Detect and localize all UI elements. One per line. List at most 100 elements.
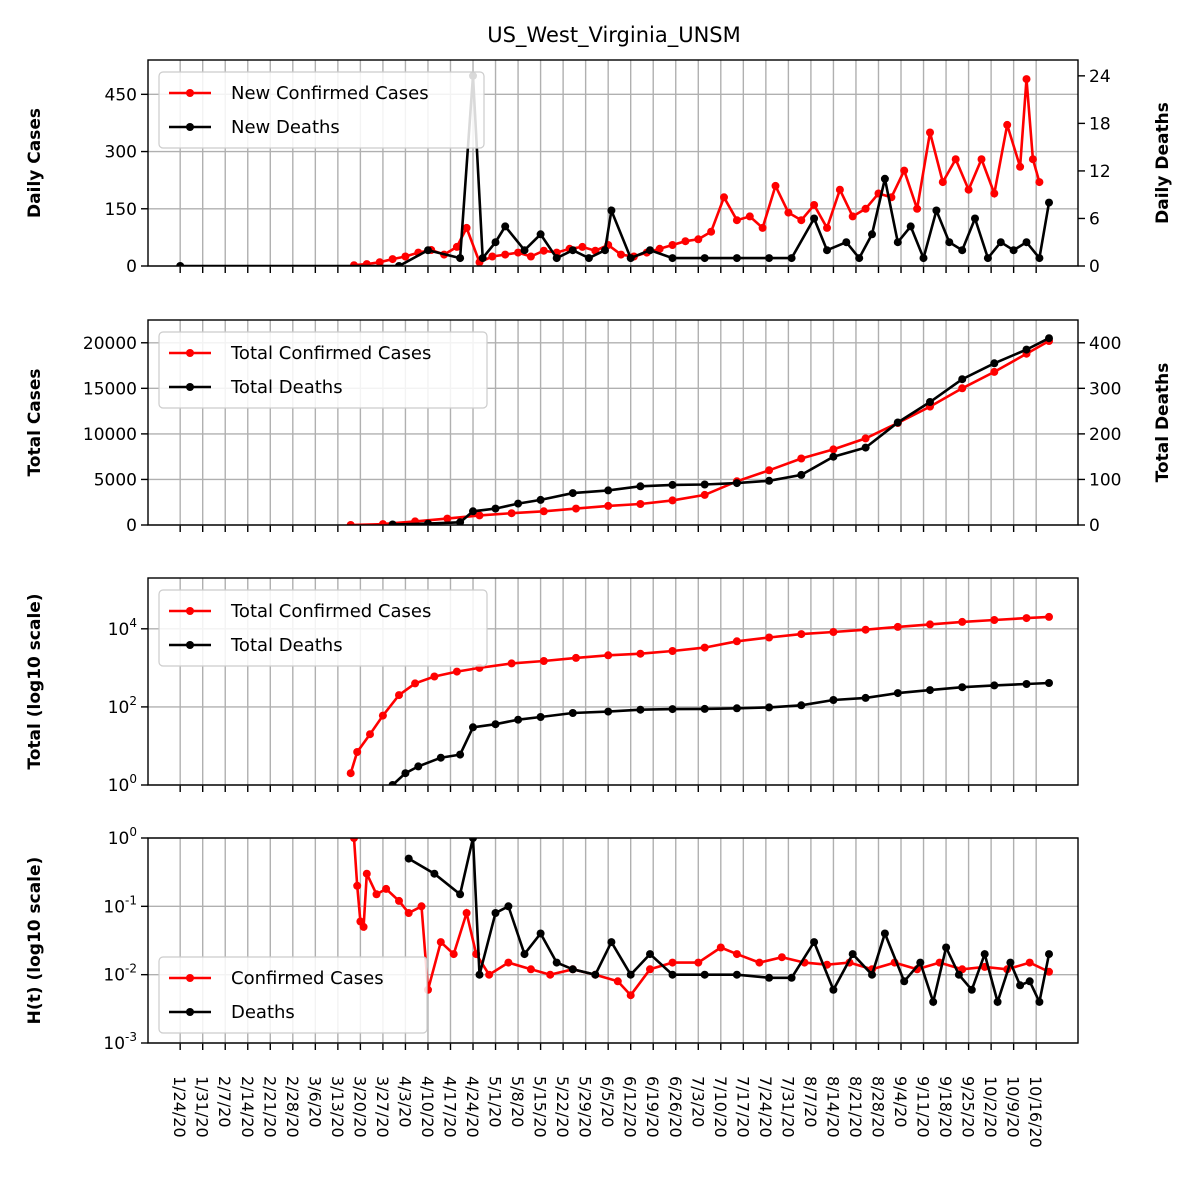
series-point — [668, 705, 677, 714]
series-point — [430, 869, 439, 878]
series-point — [526, 965, 535, 974]
y-axis-label: Total Cases — [25, 368, 45, 476]
series-line-2 — [408, 838, 1051, 1007]
series-point — [829, 696, 838, 704]
x-tick-label: 1/24/20 — [170, 1076, 189, 1138]
series-point — [607, 206, 616, 215]
x-tick-label: 2/21/20 — [260, 1076, 279, 1138]
series-point — [568, 965, 577, 974]
series-point — [829, 445, 838, 454]
series-point — [591, 970, 600, 979]
y-tick-label: 10000 — [83, 425, 137, 445]
x-tick-label: 7/10/20 — [711, 1076, 730, 1138]
series-point — [990, 616, 999, 624]
series-point — [967, 985, 976, 994]
series-point — [346, 769, 355, 778]
series-point — [491, 720, 500, 729]
series-point — [668, 496, 677, 505]
series-point — [861, 204, 870, 213]
x-tick-label: 5/15/20 — [531, 1076, 550, 1138]
series-point — [604, 501, 613, 510]
series-point — [520, 950, 529, 959]
series-point — [929, 997, 938, 1006]
series-point — [388, 781, 397, 785]
series-point — [880, 929, 889, 938]
series-point — [861, 625, 870, 634]
series-point — [732, 216, 741, 225]
panel-1: 0 150 300 450 0 6 12 18 24 New Confirmed Cases New… — [25, 59, 1173, 277]
series-point — [1009, 246, 1018, 255]
series-point — [990, 359, 999, 368]
x-tick-label: 7/31/20 — [778, 1076, 797, 1138]
series-point — [604, 707, 613, 716]
x-tick-label: 9/4/20 — [891, 1076, 910, 1128]
series-point — [475, 511, 484, 520]
series-point — [765, 476, 774, 485]
series-point — [401, 769, 410, 778]
series-point — [539, 246, 548, 255]
series-point — [993, 997, 1002, 1006]
y-tick-label: 300 — [105, 143, 137, 163]
series-point — [732, 970, 741, 979]
series-point — [938, 178, 947, 187]
series-point — [958, 246, 967, 255]
series-point — [604, 486, 613, 495]
series-point — [456, 890, 465, 899]
y-tick-label-right: 6 — [1089, 209, 1100, 229]
series-point — [983, 254, 992, 263]
series-point — [926, 398, 934, 406]
series-point — [478, 254, 487, 263]
series-point — [694, 958, 703, 967]
series-point — [604, 651, 613, 660]
x-tick-label: 9/25/20 — [959, 1076, 978, 1138]
series-point — [668, 241, 677, 249]
panel-4: 10-3 10-2 10-1 100 Confirmed Cases Deaths H(t)… — [25, 825, 1079, 1054]
x-tick-label: 10/16/20 — [1026, 1076, 1045, 1148]
series-point — [700, 480, 709, 489]
y-tick-label: 150 — [105, 200, 137, 220]
legend-marker — [186, 974, 194, 982]
series-point — [626, 254, 635, 263]
series-point — [520, 246, 529, 255]
series-point — [732, 637, 741, 646]
series-point — [951, 155, 960, 164]
legend-box — [158, 71, 485, 149]
legend-entry: Total Confirmed Cases — [230, 601, 431, 622]
legend-entry: Deaths — [231, 1002, 295, 1023]
series-point — [488, 252, 497, 261]
y-tick-label-right: 0 — [1089, 516, 1100, 536]
series-point — [375, 258, 384, 266]
series-point — [578, 242, 587, 251]
series-point — [732, 479, 741, 488]
series-point — [880, 174, 889, 183]
series-point — [501, 250, 510, 259]
series-point — [977, 155, 986, 164]
plot-frame — [147, 837, 1079, 1044]
x-tick-label: 5/22/20 — [553, 1076, 572, 1138]
series-point — [990, 189, 999, 198]
series-point — [848, 950, 857, 959]
series-point — [475, 970, 484, 979]
series-point — [1035, 254, 1044, 263]
legend-box — [158, 331, 488, 409]
series-point — [462, 909, 471, 917]
series-point — [514, 715, 523, 724]
series-point — [584, 254, 593, 263]
series-point — [1022, 238, 1031, 247]
series-point — [958, 375, 967, 384]
series-point — [436, 938, 445, 947]
y-axis-label: Daily Cases — [25, 108, 45, 218]
series-point — [971, 214, 979, 223]
legend-entry: Total Confirmed Cases — [230, 343, 431, 364]
series-point — [700, 643, 709, 652]
series-point — [945, 238, 954, 247]
series-point — [1022, 680, 1031, 688]
x-tick-label: 3/6/20 — [305, 1076, 324, 1128]
legend-entry: Total Deaths — [230, 377, 343, 398]
y-tick-label: 10-3 — [103, 1030, 137, 1054]
x-tick-label: 3/20/20 — [350, 1076, 369, 1138]
x-tick-label: 4/24/20 — [463, 1076, 482, 1138]
series-point — [469, 507, 477, 516]
y-axis-label-right: Total Deaths — [1153, 363, 1173, 483]
series-point — [572, 653, 580, 662]
